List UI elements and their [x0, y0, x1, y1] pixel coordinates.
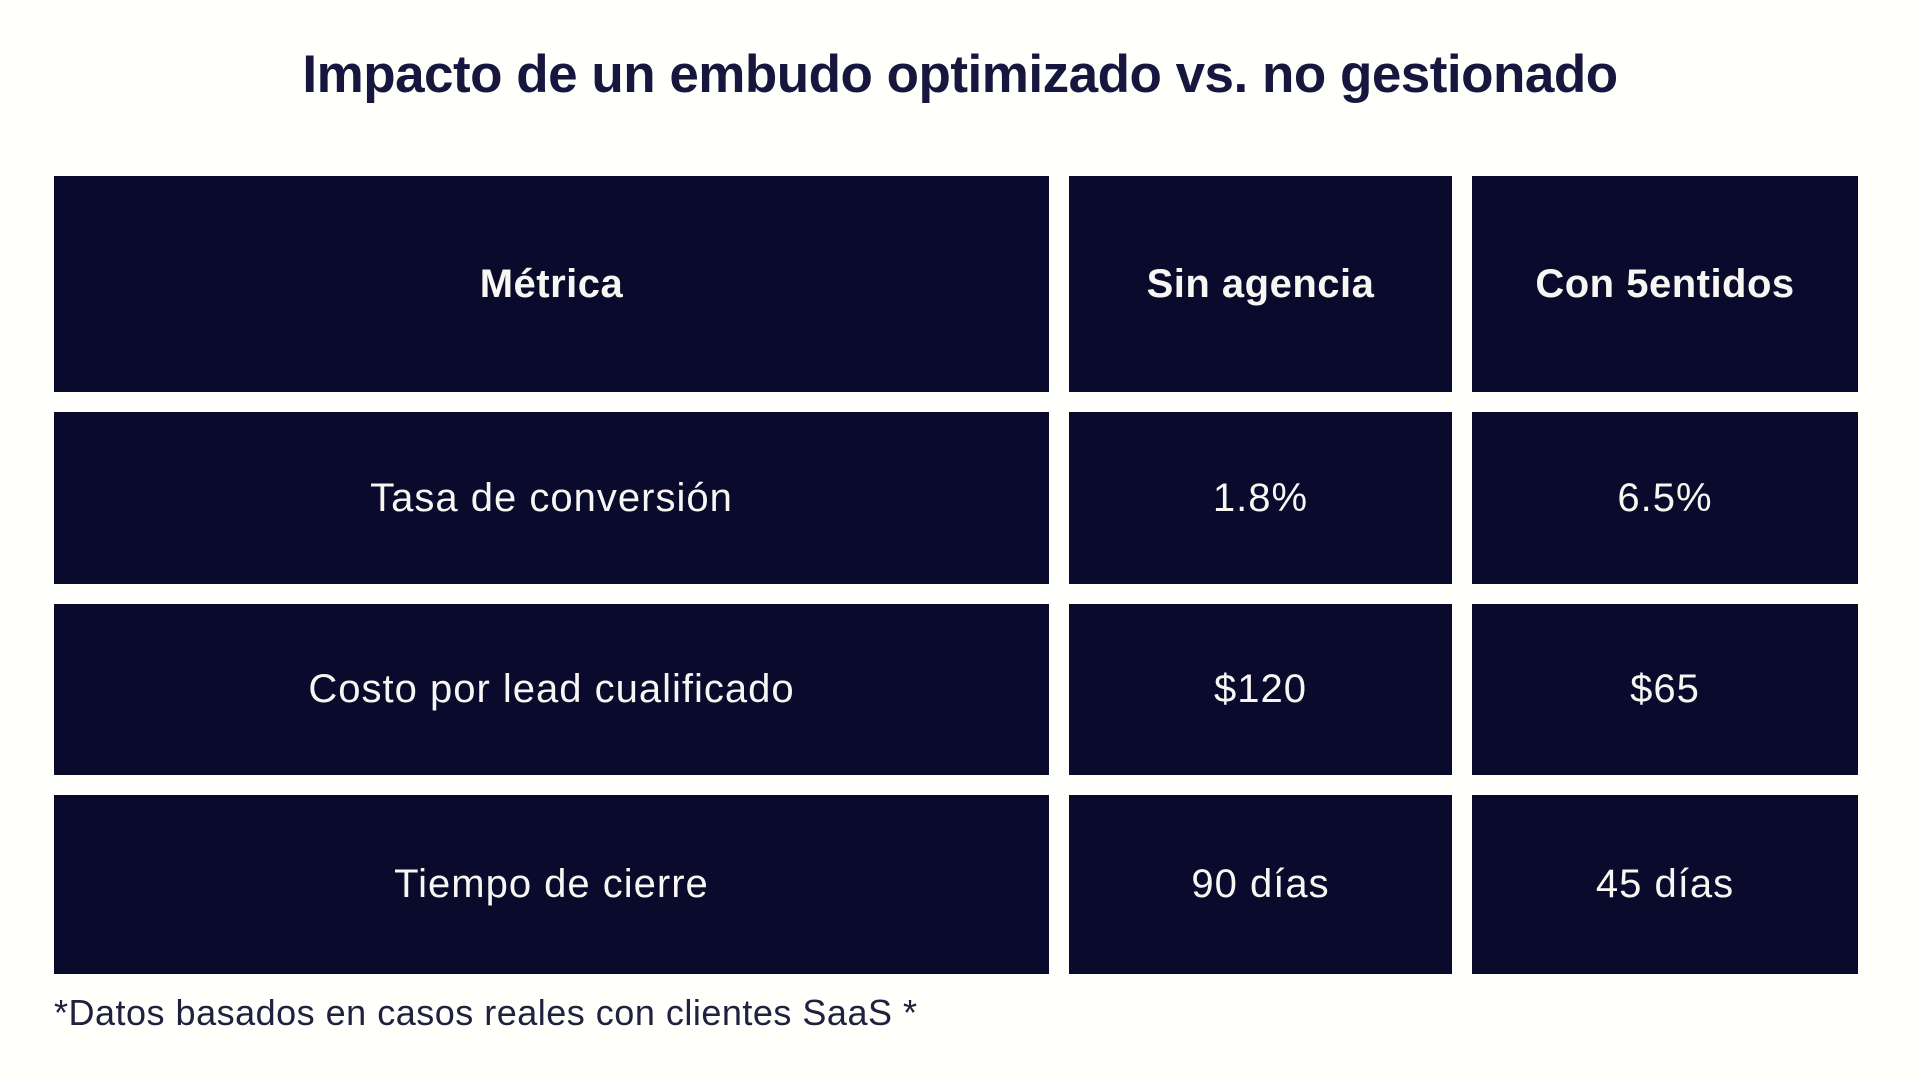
row-label-tasa-de-conversion: Tasa de conversión — [54, 412, 1049, 584]
cell-tasa-con-5entidos: 6.5% — [1472, 412, 1858, 584]
row-label-costo-por-lead: Costo por lead cualificado — [54, 604, 1049, 775]
cell-tiempo-con-5entidos: 45 días — [1472, 795, 1858, 974]
cell-tiempo-sin-agencia: 90 días — [1069, 795, 1452, 974]
column-header-con-5entidos: Con 5entidos — [1472, 176, 1858, 392]
cell-tasa-sin-agencia: 1.8% — [1069, 412, 1452, 584]
comparison-table: Métrica Sin agencia Con 5entidos Tasa de… — [54, 176, 1858, 974]
cell-costo-con-5entidos: $65 — [1472, 604, 1858, 775]
column-header-metrica: Métrica — [54, 176, 1049, 392]
footnote: *Datos basados en casos reales con clien… — [54, 992, 918, 1033]
column-header-sin-agencia: Sin agencia — [1069, 176, 1452, 392]
page-title: Impacto de un embudo optimizado vs. no g… — [302, 45, 1618, 104]
cell-costo-sin-agencia: $120 — [1069, 604, 1452, 775]
row-label-tiempo-de-cierre: Tiempo de cierre — [54, 795, 1049, 974]
